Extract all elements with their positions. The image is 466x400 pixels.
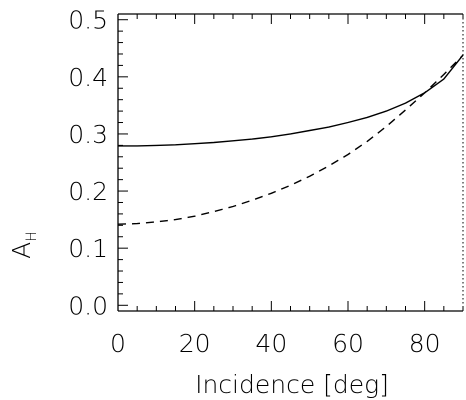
x-axis-ticks: 0 20 40 60 80 xyxy=(110,14,464,358)
dashed-series-line xyxy=(117,54,464,225)
y-tick-label: 0.2 xyxy=(68,177,108,206)
y-tick-label: 0.5 xyxy=(68,6,108,35)
series-layer xyxy=(117,54,464,225)
x-tick-label: 40 xyxy=(255,329,287,358)
x-axis-title: Incidence [deg] xyxy=(195,370,389,399)
y-axis-title-subscript: H xyxy=(24,231,40,242)
y-tick-label: 0.1 xyxy=(68,234,108,263)
solid-series-line xyxy=(118,54,464,147)
y-axis-title: AH xyxy=(7,231,40,259)
x-tick-label: 80 xyxy=(409,329,441,358)
x-tick-label: 60 xyxy=(332,329,364,358)
y-axis-title-main: A xyxy=(7,242,36,259)
plot-frame xyxy=(117,13,464,312)
x-tick-label: 20 xyxy=(179,329,211,358)
y-axis-ticks: 0.0 0.1 0.2 0.3 0.4 0.5 xyxy=(68,6,128,320)
y-tick-label: 0.4 xyxy=(68,63,108,92)
y-tick-label: 0.0 xyxy=(68,291,108,320)
x-tick-label: 0 xyxy=(110,329,126,358)
y-tick-label: 0.3 xyxy=(68,120,108,149)
